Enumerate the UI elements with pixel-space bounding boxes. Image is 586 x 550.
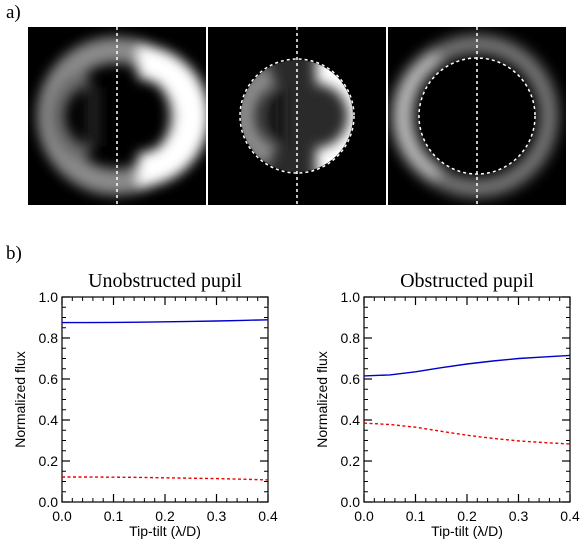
plot2-ytick-label: 0.0	[341, 494, 361, 510]
plot1-xtick-label: 0.3	[207, 508, 227, 524]
plot2-ytick-label: 0.8	[341, 330, 361, 346]
plot2-ytick-label: 1.0	[341, 289, 361, 305]
plot2-series-2-line	[363, 422, 571, 445]
plot2-ylabel: Normalized flux	[314, 351, 330, 447]
plot2-ytick-label: 0.4	[341, 412, 361, 428]
plot2-xtick-label: 0.4	[560, 508, 580, 524]
plot2-ytick-label: 0.6	[341, 371, 361, 387]
masked-psf-image	[208, 27, 386, 205]
unobstructed-psf-image	[28, 27, 206, 205]
plot2-xtick-label: 0.2	[457, 508, 477, 524]
plot1-title: Unobstructed pupil	[88, 270, 242, 292]
plot1-ytick-label: 0.2	[39, 453, 59, 469]
plot2-xlabel: Tip-tilt (λ/D)	[431, 523, 503, 539]
plot1-xlabel: Tip-tilt (λ/D)	[129, 523, 201, 539]
plot1-ytick-label: 0.6	[39, 371, 59, 387]
plot1-xtick-label: 0.1	[104, 508, 124, 524]
plot1-series-1-line	[62, 319, 269, 324]
plot1-xtick-label: 0.2	[155, 508, 175, 524]
plot2-series-1-line	[363, 354, 571, 377]
plot1-xtick-label: 0.4	[258, 508, 278, 524]
plot2-xtick-label: 0.1	[406, 508, 426, 524]
psf-image-2-svg	[208, 27, 386, 205]
plot2-xtick-label: 0.3	[509, 508, 529, 524]
plot1-xtick-label: 0.0	[52, 508, 72, 524]
plot2-axes-frame	[363, 296, 571, 503]
panel-label-a: a)	[6, 2, 21, 23]
obstructed-residual-image	[388, 27, 566, 205]
plot2-title: Obstructed pupil	[400, 270, 534, 292]
psf-image-3-svg	[388, 27, 566, 205]
plot2-ytick-label: 0.2	[341, 453, 361, 469]
plot1-ytick-label: 0.4	[39, 412, 59, 428]
plot1-ylabel: Normalized flux	[12, 351, 28, 447]
plot1-series-2-line	[62, 476, 269, 481]
plot1-ytick-label: 0.0	[39, 494, 59, 510]
panel-label-b: b)	[6, 243, 22, 264]
plot2-xtick-label: 0.0	[354, 508, 374, 524]
plot1-ytick-label: 0.8	[39, 330, 59, 346]
psf-image-1-svg	[28, 27, 206, 205]
plot1-ytick-label: 1.0	[39, 289, 59, 305]
